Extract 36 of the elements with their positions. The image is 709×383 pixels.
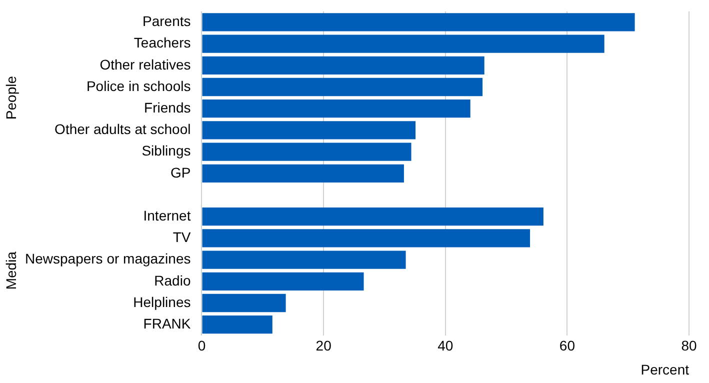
bar — [202, 34, 604, 53]
y-tick-label: Teachers — [134, 34, 191, 51]
x-axis-title: Percent — [640, 361, 690, 378]
y-tick-label: Siblings — [142, 142, 191, 159]
y-tick-label: Other relatives — [100, 56, 191, 72]
bar — [202, 13, 635, 32]
bar — [202, 56, 484, 74]
bar — [202, 294, 286, 312]
bar — [202, 208, 544, 226]
x-tick-label: 0 — [198, 338, 206, 354]
bar — [202, 142, 412, 161]
y-tick-label: Helplines — [133, 294, 191, 310]
y-tick-label: Internet — [143, 207, 191, 224]
bar — [202, 164, 404, 182]
bar — [202, 316, 272, 334]
y-tick-label: FRANK — [143, 315, 192, 332]
y-tick-label: GP — [170, 164, 191, 180]
x-tick-label: 20 — [316, 338, 332, 354]
text: Media — [2, 251, 19, 290]
x-tick-label: 60 — [559, 338, 576, 354]
bar — [202, 250, 406, 269]
y-tick-label: TV — [172, 229, 192, 246]
bar — [202, 78, 483, 96]
y-tick-label: Radio — [154, 272, 191, 288]
y-tick-label: Parents — [142, 13, 191, 30]
bar — [202, 229, 530, 248]
bar — [202, 272, 364, 290]
bar — [202, 121, 416, 140]
x-tick-label: 80 — [681, 338, 697, 354]
y-tick-label: Friends — [144, 99, 191, 116]
x-tick-label: 40 — [438, 338, 454, 354]
y-tick-label: Other adults at school — [54, 121, 191, 138]
text: People — [2, 76, 19, 120]
y-tick-label: Newspapers or magazines — [24, 250, 191, 267]
bar — [202, 100, 470, 118]
y-tick-label: Police in schools — [86, 78, 191, 94]
